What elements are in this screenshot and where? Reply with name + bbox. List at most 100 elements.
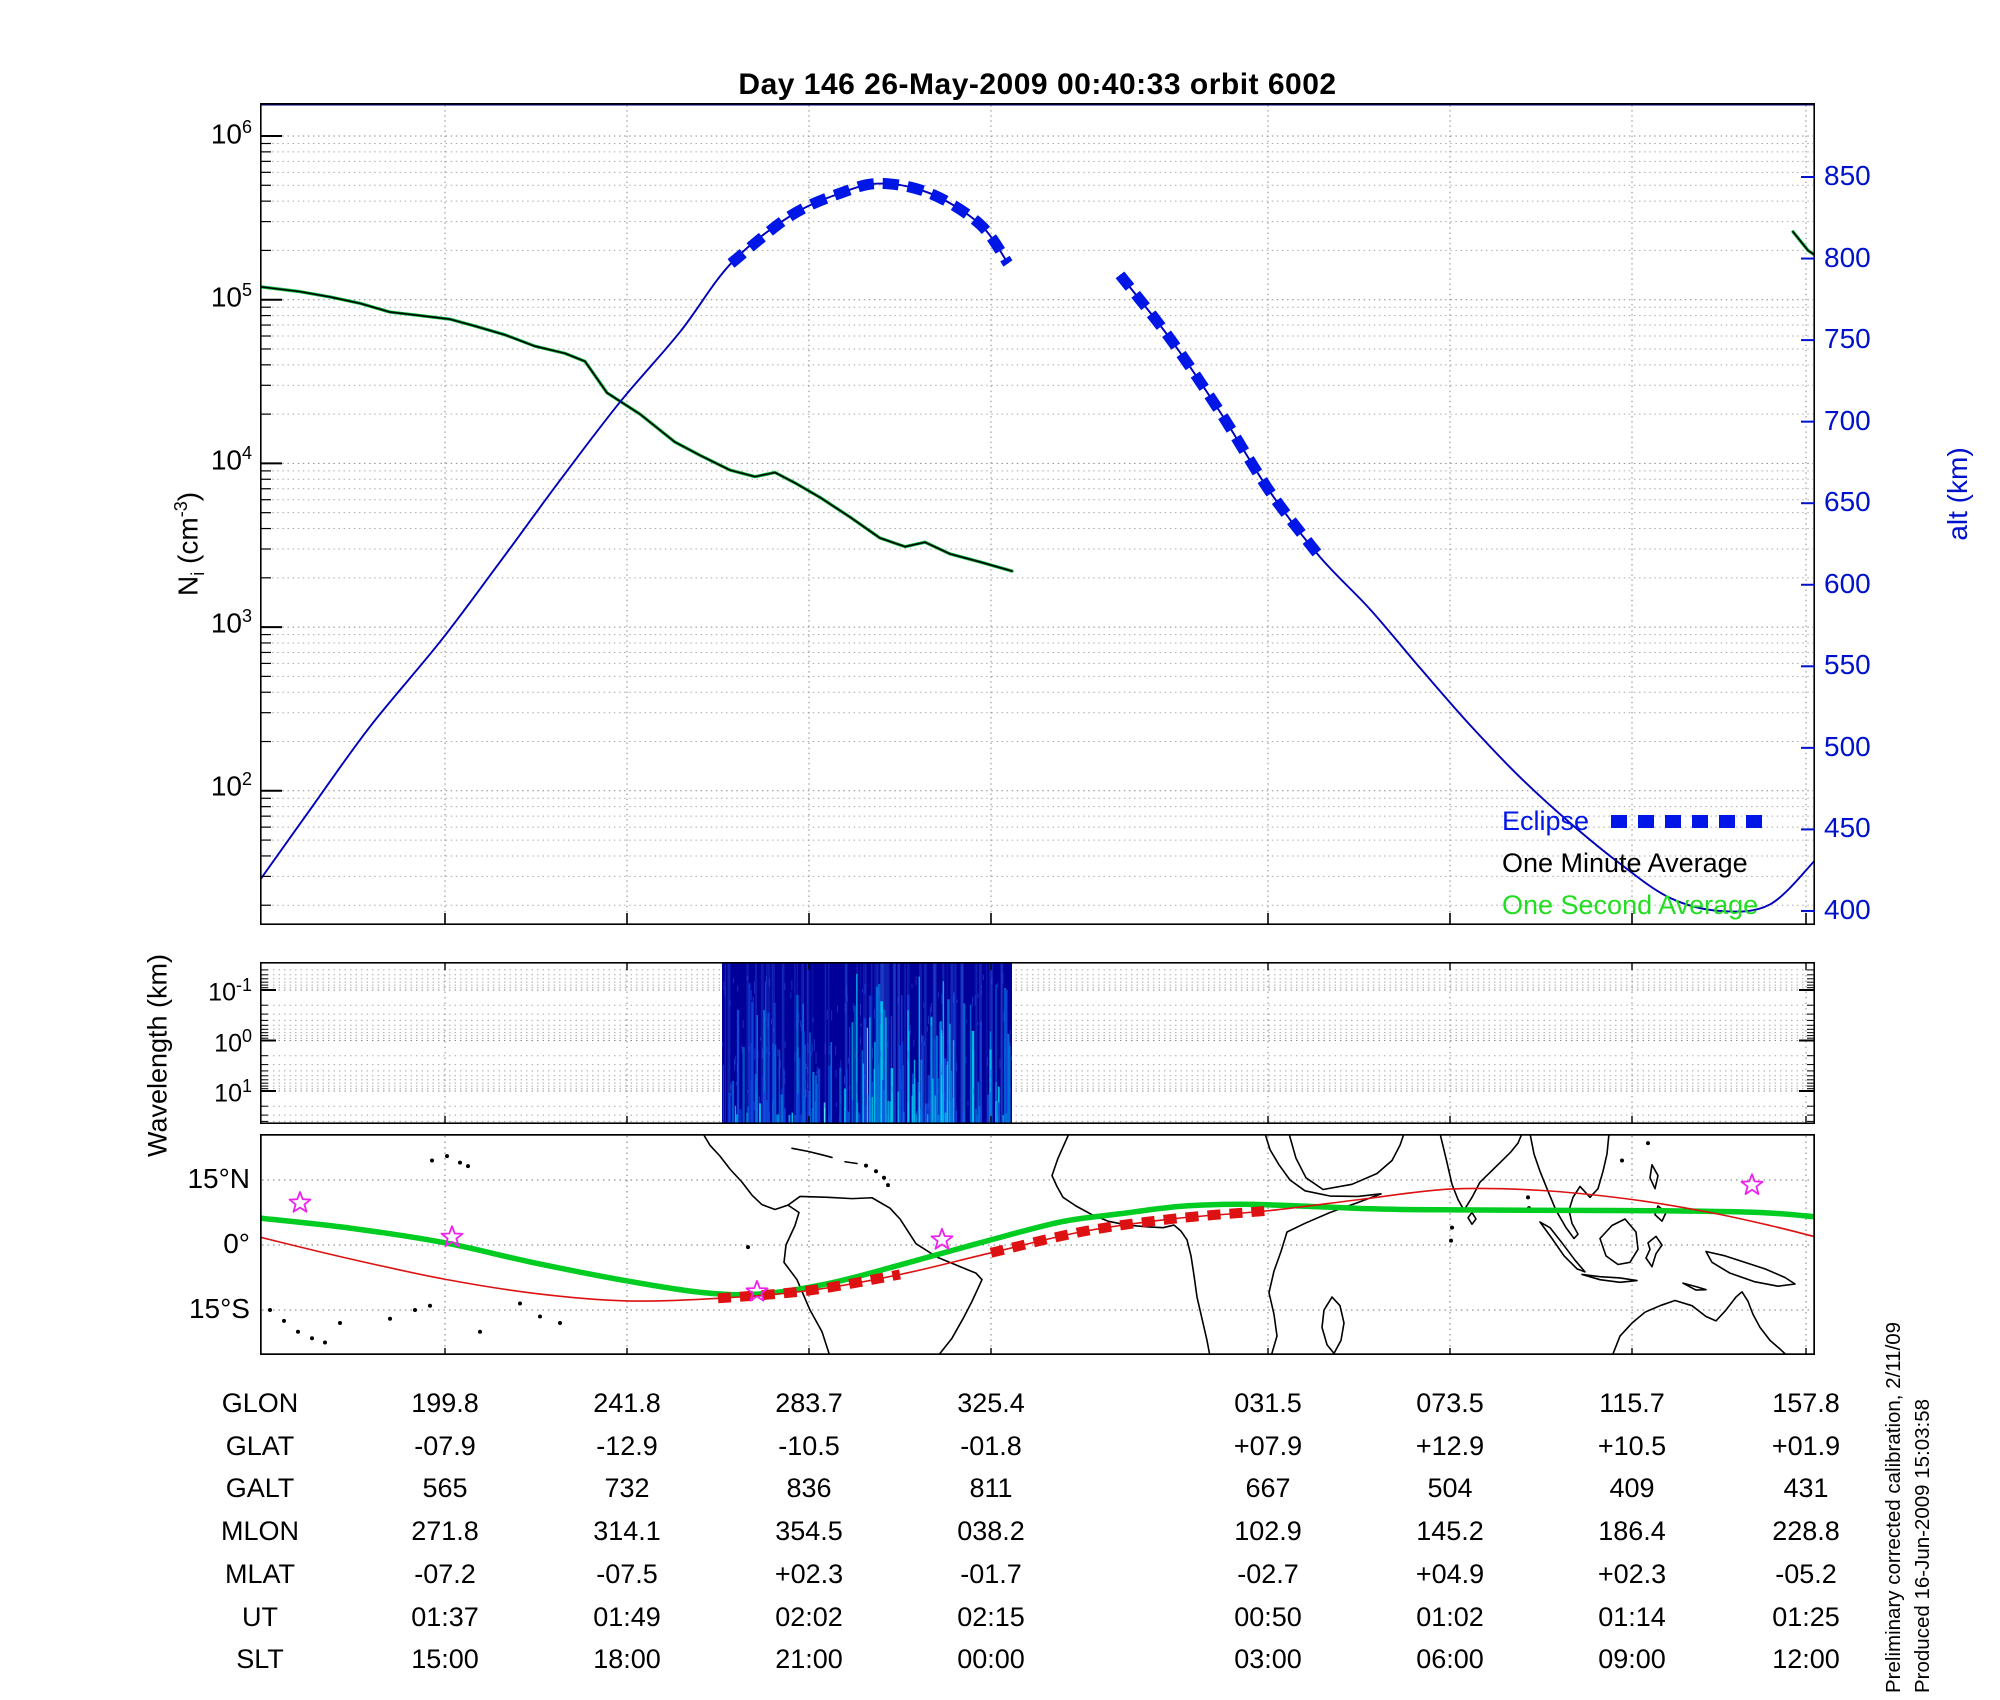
table-cell-mlon-6: 145.2 xyxy=(1416,1516,1484,1547)
table-cell-slt-5: 03:00 xyxy=(1234,1644,1302,1675)
table-cell-glon-8: 157.8 xyxy=(1772,1388,1840,1418)
table-cell-glat-8: +01.9 xyxy=(1771,1430,1841,1461)
table-cell-galt-1: 565 xyxy=(422,1473,468,1504)
alt-tick-400: 400 xyxy=(1824,894,1871,925)
table-cell-mlon-3: 354.5 xyxy=(775,1516,843,1547)
table-cell-glat-5: +07.9 xyxy=(1233,1430,1303,1461)
table-cell-glat-6: +12.9 xyxy=(1415,1430,1485,1461)
map-lat-15n: 15°N xyxy=(187,1163,250,1194)
footer-note-produced: Produced 16-Jun-2009 15:03:58 xyxy=(1911,1398,1934,1693)
table-cell-glon-6: 073.5 xyxy=(1416,1388,1484,1418)
table-cell-ut-7: 01:14 xyxy=(1598,1601,1666,1632)
table-row-label-galt: GALT xyxy=(225,1473,295,1504)
table-cell-ut-8: 01:25 xyxy=(1772,1601,1840,1632)
table-cell-galt-2: 732 xyxy=(604,1473,650,1504)
wl-tick-0.1: 10-1 xyxy=(208,975,252,1007)
table-cell-glon-7: 115.7 xyxy=(1599,1388,1665,1418)
legend-one-minute-label: One Minute Average xyxy=(1502,847,1748,878)
table-cell-mlon-2: 314.1 xyxy=(593,1516,661,1547)
table-cell-galt-4: 811 xyxy=(969,1473,1013,1504)
table-cell-mlat-5: -02.7 xyxy=(1237,1558,1299,1589)
table-cell-glat-2: -12.9 xyxy=(596,1430,658,1461)
alt-tick-450: 450 xyxy=(1824,812,1871,843)
table-cell-glon-3: 283.7 xyxy=(775,1388,843,1418)
table-cell-ut-1: 01:37 xyxy=(411,1601,479,1632)
table-cell-ut-2: 01:49 xyxy=(593,1601,661,1632)
table-cell-glon-2: 241.8 xyxy=(593,1388,661,1418)
ni-tick-1e2: 102 xyxy=(210,769,252,802)
ni-tick-1e3: 103 xyxy=(210,606,252,639)
map-lat-0: 0° xyxy=(223,1228,250,1259)
table-cell-slt-1: 15:00 xyxy=(411,1644,479,1675)
table-cell-mlon-7: 186.4 xyxy=(1598,1516,1666,1547)
table-cell-ut-5: 00:50 xyxy=(1234,1601,1302,1632)
table-cell-glat-4: -01.8 xyxy=(960,1430,1022,1461)
table-cell-ut-6: 01:02 xyxy=(1416,1601,1484,1632)
table-cell-galt-8: 431 xyxy=(1783,1473,1829,1504)
footer-note-calibration: Preliminary corrected calibration, 2/11/… xyxy=(1882,1321,1905,1693)
alt-tick-550: 550 xyxy=(1824,649,1871,680)
ni-tick-1e6: 106 xyxy=(210,117,252,150)
table-cell-mlat-2: -07.5 xyxy=(596,1558,658,1589)
table-cell-mlat-3: +02.3 xyxy=(774,1558,844,1589)
table-cell-mlon-8: 228.8 xyxy=(1772,1516,1840,1547)
table-cell-mlon-4: 038.2 xyxy=(957,1516,1025,1547)
alt-tick-600: 600 xyxy=(1824,568,1871,599)
table-row-label-glon: GLON xyxy=(221,1388,299,1418)
table-cell-slt-2: 18:00 xyxy=(593,1644,661,1675)
alt-tick-800: 800 xyxy=(1824,242,1871,273)
legend-item-eclipse: Eclipse xyxy=(1502,800,1817,842)
table-cell-glat-3: -10.5 xyxy=(778,1430,840,1461)
legend-item-one-second: One Second Average xyxy=(1502,884,1817,926)
table-cell-mlon-1: 271.8 xyxy=(411,1516,479,1547)
ni-tick-1e5: 105 xyxy=(210,280,252,313)
legend-item-one-minute: One Minute Average xyxy=(1502,842,1817,884)
table-cell-galt-3: 836 xyxy=(786,1473,832,1504)
table-cell-slt-3: 21:00 xyxy=(775,1644,843,1675)
table-cell-mlat-8: -05.2 xyxy=(1775,1558,1837,1589)
table-cell-ut-3: 02:02 xyxy=(775,1601,843,1632)
table-cell-glat-7: +10.5 xyxy=(1597,1430,1667,1461)
table-cell-ut-4: 02:15 xyxy=(957,1601,1025,1632)
table-cell-glat-1: -07.9 xyxy=(414,1430,476,1461)
table-cell-glon-4: 325.4 xyxy=(957,1388,1025,1418)
ni-tick-1e4: 104 xyxy=(210,443,252,476)
legend-one-second-label: One Second Average xyxy=(1502,889,1759,920)
table-cell-galt-5: 667 xyxy=(1245,1473,1291,1504)
density-altitude-panel xyxy=(260,103,1815,925)
table-cell-galt-6: 504 xyxy=(1427,1473,1473,1504)
alt-tick-700: 700 xyxy=(1824,405,1871,436)
alt-axis-label: alt (km) xyxy=(1942,447,1973,541)
wavelength-spectrogram-panel xyxy=(260,962,1815,1124)
table-row-label-mlon: MLON xyxy=(220,1516,299,1547)
table-cell-slt-7: 09:00 xyxy=(1598,1644,1666,1675)
table-row-label-glat: GLAT xyxy=(225,1430,295,1461)
page-title: Day 146 26-May-2009 00:40:33 orbit 6002 xyxy=(738,68,1337,101)
table-cell-mlat-4: -01.7 xyxy=(960,1558,1022,1589)
table-cell-glon-1: 199.8 xyxy=(411,1388,479,1418)
footer-notes: Preliminary corrected calibration, 2/11/… xyxy=(1879,1248,1941,1693)
eclipse-dash-swatch xyxy=(1611,814,1767,828)
table-cell-mlat-7: +02.3 xyxy=(1597,1558,1667,1589)
legend: Eclipse One Minute Average One Second Av… xyxy=(1502,800,1817,926)
wl-tick-1: 100 xyxy=(214,1026,252,1058)
table-row-label-mlat: MLAT xyxy=(224,1558,295,1589)
table-cell-glon-5: 031.5 xyxy=(1234,1388,1302,1418)
legend-eclipse-label: Eclipse xyxy=(1502,805,1590,836)
wl-tick-10: 101 xyxy=(214,1076,252,1108)
alt-tick-500: 500 xyxy=(1824,731,1871,762)
table-row-label-slt: SLT xyxy=(236,1644,284,1675)
table-cell-mlat-6: +04.9 xyxy=(1415,1558,1485,1589)
table-cell-slt-6: 06:00 xyxy=(1416,1644,1484,1675)
alt-tick-750: 750 xyxy=(1824,323,1871,354)
alt-tick-650: 650 xyxy=(1824,486,1871,517)
alt-tick-850: 850 xyxy=(1824,160,1871,191)
table-cell-galt-7: 409 xyxy=(1609,1473,1655,1504)
map-lat-15s: 15°S xyxy=(188,1293,250,1324)
table-cell-slt-4: 00:00 xyxy=(957,1644,1025,1675)
table-row-label-ut: UT xyxy=(242,1601,278,1632)
ground-track-map-panel xyxy=(260,1134,1815,1355)
table-cell-slt-8: 12:00 xyxy=(1772,1644,1840,1675)
table-cell-mlon-5: 102.9 xyxy=(1234,1516,1302,1547)
